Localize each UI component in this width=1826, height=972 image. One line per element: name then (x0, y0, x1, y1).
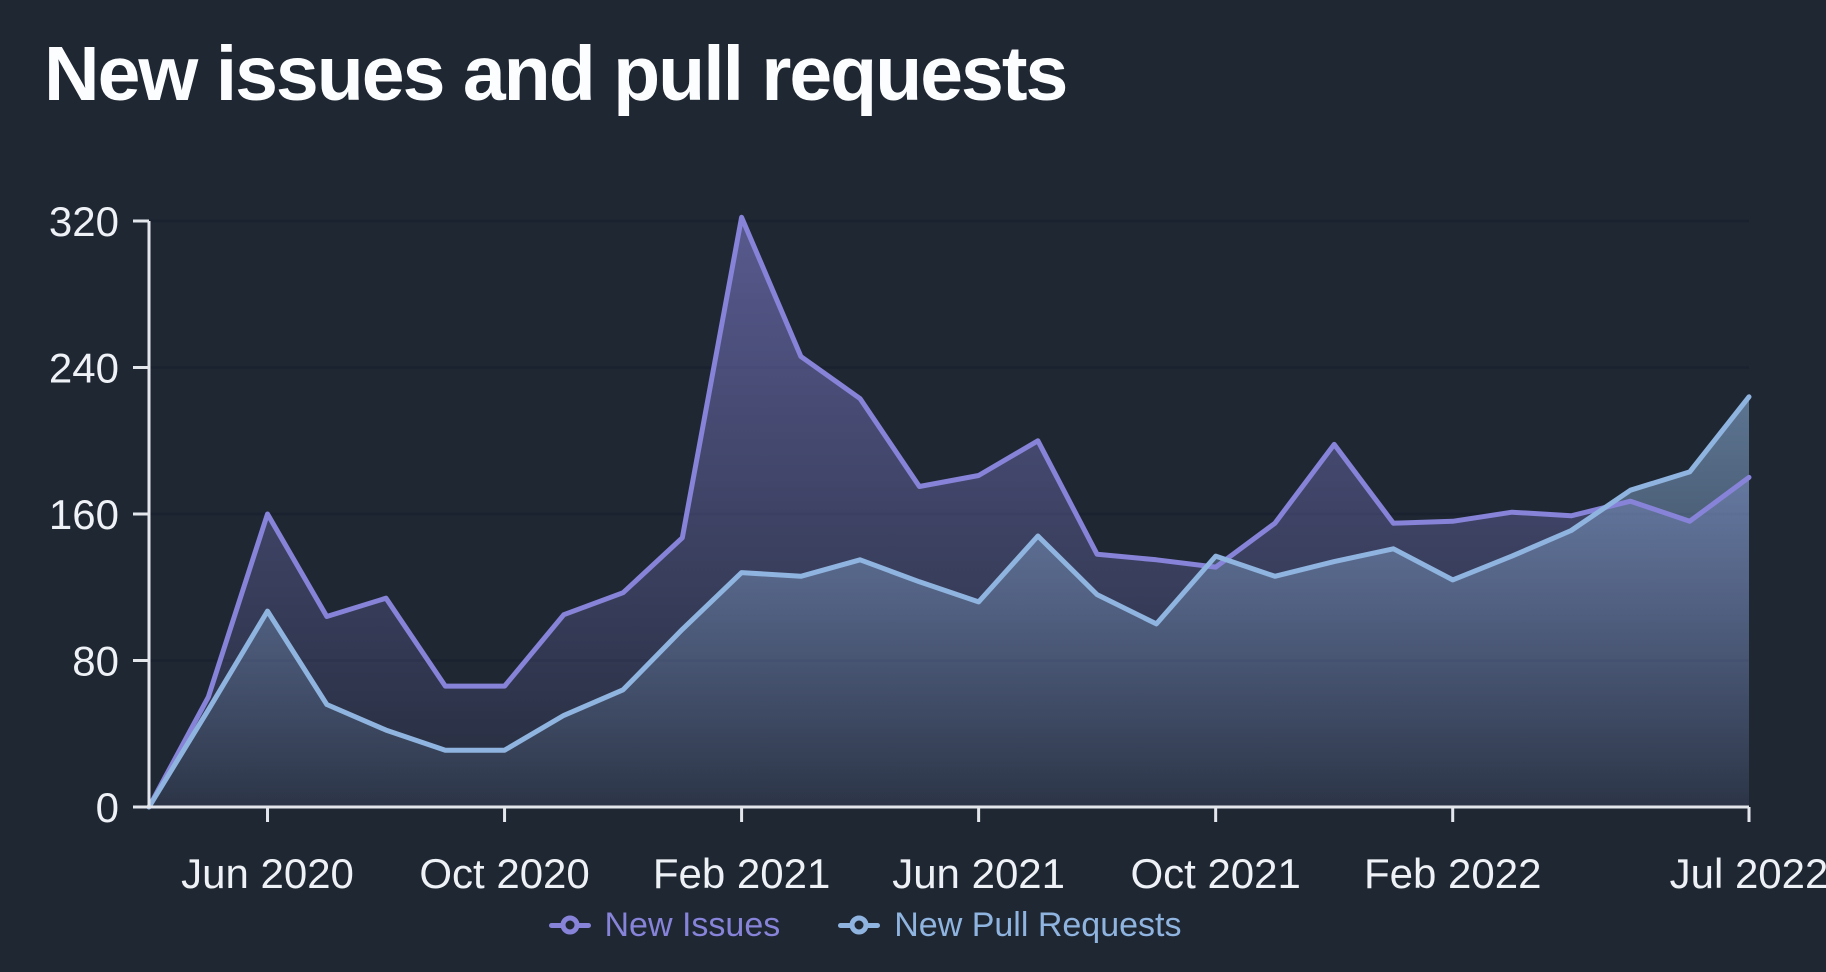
area-new-pull-requests (149, 396, 1749, 807)
line-new-issues[interactable] (146, 214, 1752, 810)
x-tick-label-jun-2021: Jun 2021 (892, 850, 1065, 897)
y-tick-label-160: 160 (49, 491, 119, 538)
legend: New Issues New Pull Requests (0, 908, 1778, 942)
line-new-pull-requests[interactable] (146, 394, 1752, 810)
y-tick-label-320: 320 (49, 198, 119, 245)
chart-title: New issues and pull requests (44, 31, 1068, 117)
y-tick-label-240: 240 (49, 345, 119, 392)
y-tick-label-80: 80 (72, 638, 119, 685)
x-tick-label-feb-2022: Feb 2022 (1364, 850, 1541, 897)
y-tick-label-0: 0 (96, 784, 119, 831)
legend-item-new-issues[interactable]: New Issues (548, 906, 781, 944)
legend-marker-icon (548, 915, 591, 935)
legend-label: New Issues (604, 906, 781, 944)
legend-label: New Pull Requests (894, 906, 1182, 944)
x-tick-label-jun-2020: Jun 2020 (181, 850, 354, 897)
x-tick-label-feb-2021: Feb 2021 (653, 850, 830, 897)
legend-marker-icon (838, 915, 881, 935)
legend-dot-icon (849, 915, 869, 935)
legend-item-new-pull-requests[interactable]: New Pull Requests (838, 908, 1181, 942)
x-tick-label-jul-2022: Jul 2022 (1670, 850, 1826, 897)
legend-dot-icon (560, 915, 579, 935)
x-tick-label-oct-2021: Oct 2021 (1130, 850, 1300, 897)
x-tick-label-oct-2020: Oct 2020 (419, 850, 589, 897)
